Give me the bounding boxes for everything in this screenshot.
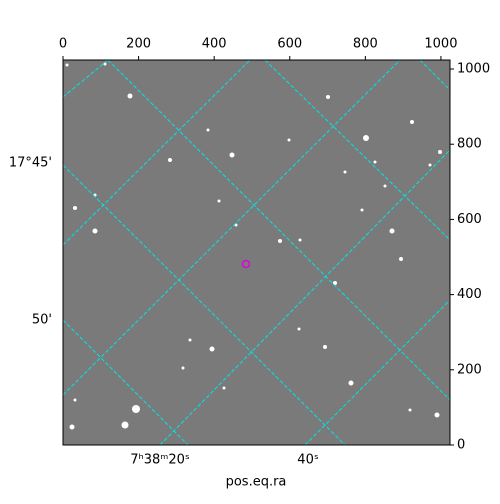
target-marker (241, 259, 251, 269)
stars (65, 62, 442, 430)
x-tick-label: 0 (59, 37, 67, 52)
frame (62, 59, 451, 446)
y-tick-label: 800 (457, 137, 482, 152)
y-tick-label: 200 (457, 362, 482, 377)
x-tick-label: 800 (353, 37, 378, 52)
x-tick-label: 600 (277, 37, 302, 52)
y-tick-label: 0 (457, 438, 465, 453)
dec-label: 17°45' (9, 156, 52, 171)
x-tick-label: 400 (202, 37, 227, 52)
ra-label: 7ʰ38ᵐ20ˢ (130, 453, 190, 468)
ra-label: 40ˢ (297, 453, 319, 468)
x-tick-label: 200 (126, 37, 151, 52)
coordinate-grid (63, 60, 450, 445)
y-tick-label: 600 (457, 212, 482, 227)
x-axis-label: pos.eq.ra (226, 475, 287, 490)
image (63, 60, 450, 445)
dec-label: 50' (32, 313, 52, 328)
x-tick-label: 1000 (424, 37, 457, 52)
y-tick-label: 1000 (457, 62, 490, 77)
y-tick-label: 400 (457, 287, 482, 302)
